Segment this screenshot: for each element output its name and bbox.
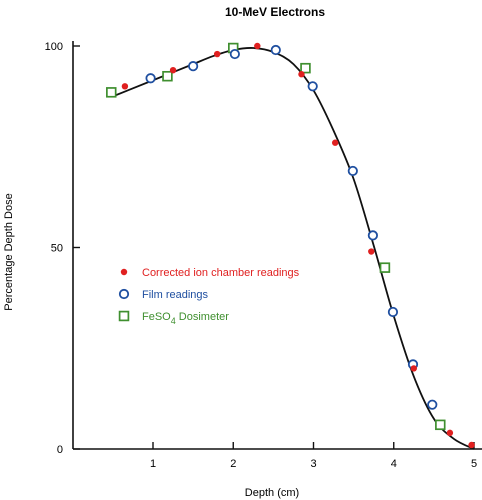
ion-chamber-point <box>214 50 221 58</box>
depth-dose-curve <box>112 47 475 450</box>
x-tick-label: 3 <box>310 458 316 470</box>
film-point <box>387 306 399 318</box>
film-point <box>145 73 156 84</box>
x-axis-label: Depth (cm) <box>245 487 299 499</box>
film-point <box>188 61 199 72</box>
y-tick-label: 0 <box>57 444 63 456</box>
fesO4-point <box>379 262 391 273</box>
ion-chamber-point <box>121 83 129 90</box>
ion-chamber-point <box>254 42 261 50</box>
legend-marker <box>120 268 128 276</box>
ion-chamber-point <box>446 429 454 437</box>
ion-chamber-point <box>410 365 418 372</box>
data-points <box>106 42 475 449</box>
legend-marker <box>118 288 130 300</box>
film-point <box>347 165 358 177</box>
ion-chamber-point <box>368 248 375 255</box>
x-tick-label: 1 <box>150 458 156 470</box>
y-axis-label: Percentage Depth Dose <box>3 193 15 310</box>
legend-marker <box>118 310 130 322</box>
film-point <box>367 230 378 241</box>
film-point <box>270 44 281 56</box>
fesO4-point <box>435 419 446 431</box>
fesO4-point <box>162 70 173 82</box>
fesO4-point <box>106 87 117 98</box>
y-tick-label: 50 <box>51 243 63 255</box>
ion-chamber-point <box>331 139 339 146</box>
legend: Corrected ion chamber readings Film readi… <box>118 267 300 326</box>
ion-chamber-point <box>468 441 475 449</box>
y-tick-label: 100 <box>45 41 63 53</box>
legend-label: Film readings <box>142 289 209 301</box>
x-tick-label: 2 <box>230 458 236 470</box>
film-point <box>229 48 240 60</box>
legend-label: Corrected ion chamber readings <box>142 267 300 279</box>
chart-title: 10-MeV Electrons <box>225 5 325 19</box>
ion-chamber-point <box>298 71 305 78</box>
legend-label: FeSO4 Dosimeter <box>142 311 229 326</box>
ion-chamber-point <box>169 66 177 74</box>
film-point <box>427 399 438 410</box>
x-tick-label: 5 <box>471 458 477 470</box>
fesO4-point <box>300 62 311 74</box>
film-point <box>307 81 318 92</box>
x-tick-label: 4 <box>391 458 397 470</box>
